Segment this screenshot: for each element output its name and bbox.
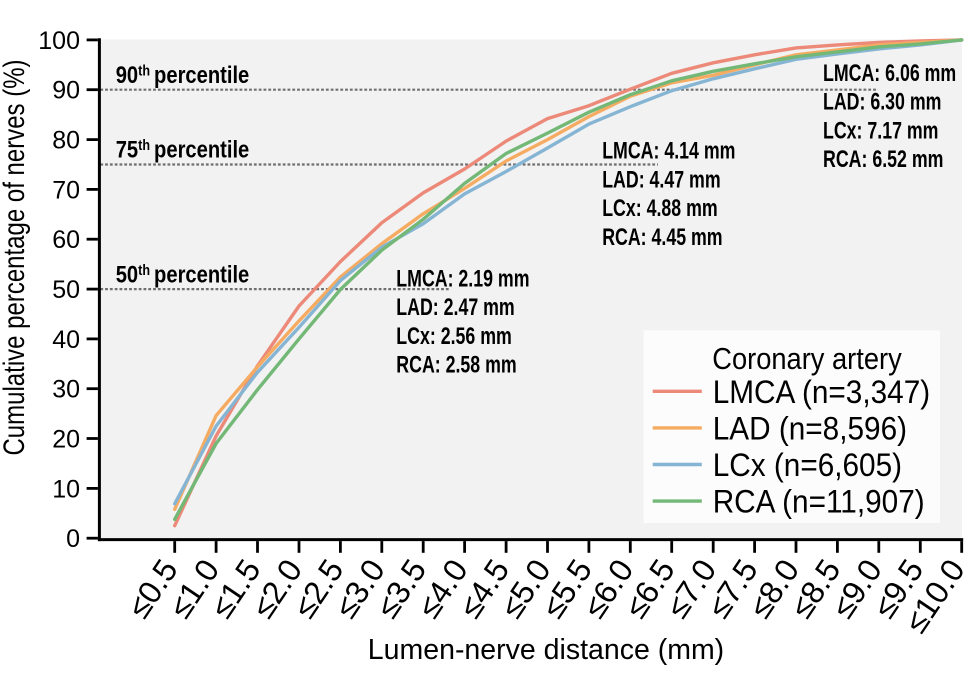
svg-text:Lumen-nerve distance (mm): Lumen-nerve distance (mm) (368, 634, 724, 666)
svg-text:LMCA: 6.06 mm: LMCA: 6.06 mm (823, 61, 956, 87)
svg-text:LAD (n=8,596): LAD (n=8,596) (713, 410, 907, 446)
svg-text:80: 80 (52, 127, 80, 155)
svg-text:90: 90 (52, 77, 80, 105)
svg-text:50: 50 (52, 276, 80, 304)
svg-text:40: 40 (52, 326, 80, 354)
svg-text:RCA: 2.58 mm: RCA: 2.58 mm (396, 352, 516, 378)
svg-text:70: 70 (52, 176, 80, 204)
svg-text:LCx: 7.17 mm: LCx: 7.17 mm (823, 118, 938, 144)
svg-text:RCA (n=11,907): RCA (n=11,907) (713, 484, 925, 520)
svg-text:Coronary artery: Coronary artery (712, 342, 902, 376)
svg-text:75th percentile: 75th percentile (116, 136, 250, 163)
svg-text:90th percentile: 90th percentile (116, 61, 250, 88)
svg-text:LAD: 2.47 mm: LAD: 2.47 mm (396, 295, 514, 321)
svg-text:LMCA: 4.14 mm: LMCA: 4.14 mm (602, 138, 735, 164)
svg-text:50th percentile: 50th percentile (116, 261, 250, 288)
svg-text:LAD: 6.30 mm: LAD: 6.30 mm (823, 89, 941, 115)
svg-text:LMCA: 2.19 mm: LMCA: 2.19 mm (396, 266, 529, 292)
svg-text:10: 10 (52, 475, 80, 503)
svg-text:LMCA (n=3,347): LMCA (n=3,347) (713, 374, 930, 410)
svg-text:RCA: 6.52 mm: RCA: 6.52 mm (823, 147, 943, 173)
svg-text:20: 20 (52, 426, 80, 454)
svg-text:RCA: 4.45 mm: RCA: 4.45 mm (602, 224, 722, 250)
svg-text:LCx (n=6,605): LCx (n=6,605) (713, 447, 902, 483)
svg-text:LAD: 4.47 mm: LAD: 4.47 mm (602, 167, 720, 193)
svg-text:0: 0 (66, 525, 80, 553)
svg-text:LCx: 4.88 mm: LCx: 4.88 mm (602, 196, 717, 222)
svg-text:60: 60 (52, 226, 80, 254)
svg-text:LCx: 2.56 mm: LCx: 2.56 mm (396, 323, 511, 349)
svg-text:30: 30 (52, 376, 80, 404)
svg-text:100: 100 (38, 27, 80, 55)
svg-text:Cumulative percentage of nerve: Cumulative percentage of nerves (%) (0, 59, 31, 455)
